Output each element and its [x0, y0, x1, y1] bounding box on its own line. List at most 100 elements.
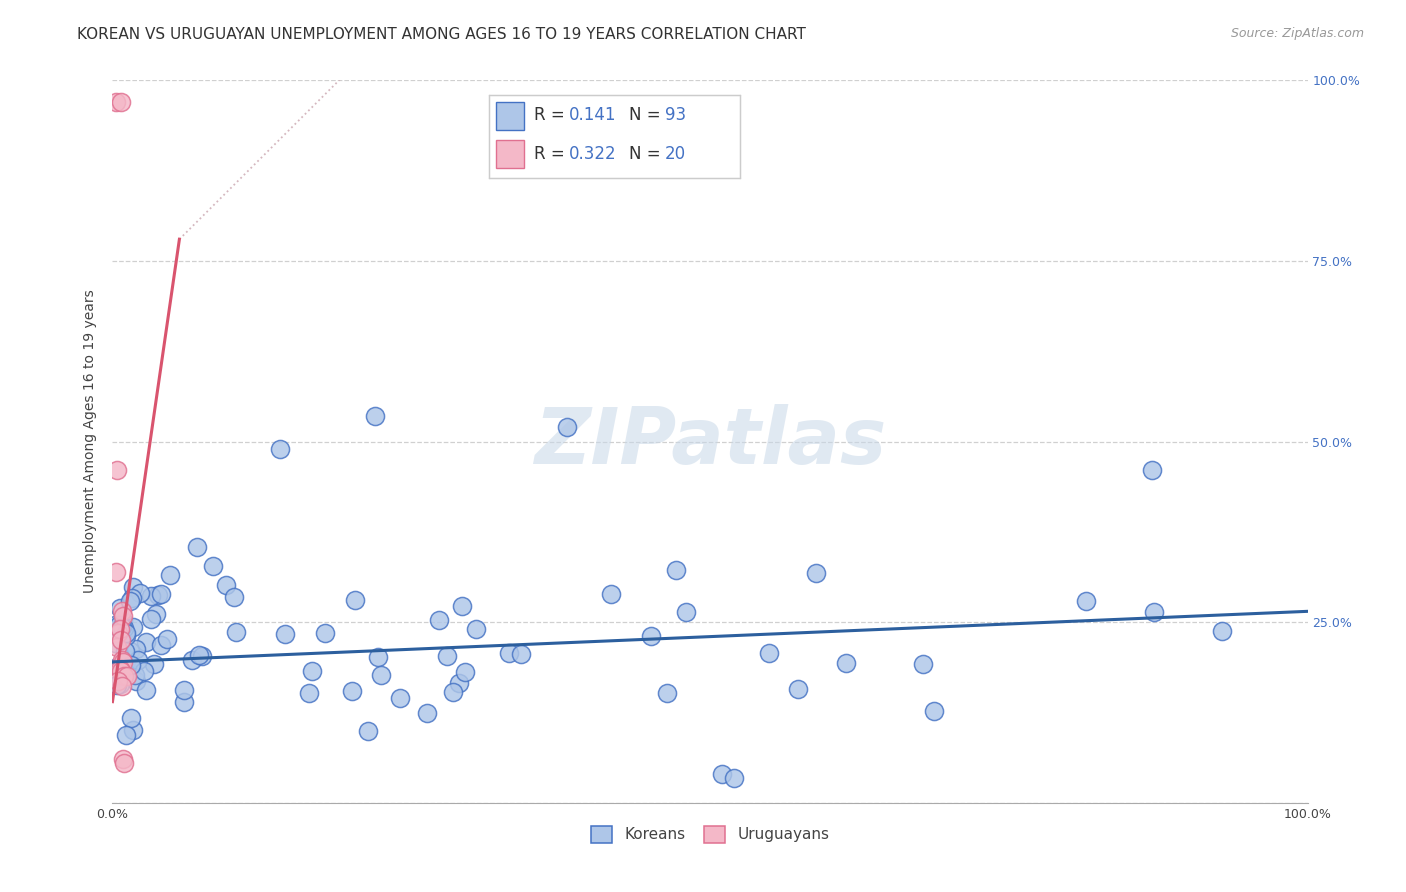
Point: [640, 630, 662, 644]
Point: [1074, 594, 1097, 608]
Point: [111, 679, 134, 693]
Point: [498, 646, 520, 660]
Point: [115, 629, 138, 643]
Point: [449, 676, 471, 690]
Point: [202, 559, 225, 574]
Point: [274, 626, 297, 640]
Point: [120, 594, 142, 608]
Point: [269, 442, 291, 456]
Point: [103, 636, 125, 650]
Point: [104, 618, 127, 632]
Point: [191, 648, 214, 663]
Point: [834, 656, 856, 670]
Point: [181, 653, 204, 667]
Point: [510, 647, 533, 661]
Point: [159, 568, 181, 582]
Point: [786, 682, 808, 697]
Point: [118, 657, 141, 671]
Point: [1211, 624, 1233, 638]
Point: [389, 690, 412, 705]
Point: [111, 633, 134, 648]
Point: [340, 684, 363, 698]
Point: [314, 625, 336, 640]
Point: [156, 632, 179, 647]
Point: [723, 771, 745, 785]
Point: [121, 591, 143, 605]
Point: [108, 662, 131, 676]
Point: [124, 668, 146, 682]
Point: [115, 625, 138, 640]
Legend: Koreans, Uruguayans: Koreans, Uruguayans: [585, 820, 835, 849]
Point: [555, 420, 578, 434]
Point: [912, 657, 935, 671]
Point: [150, 587, 173, 601]
Point: [103, 665, 125, 680]
Point: [600, 587, 623, 601]
Point: [110, 677, 132, 691]
Point: [107, 626, 129, 640]
Text: KOREAN VS URUGUAYAN UNEMPLOYMENT AMONG AGES 16 TO 19 YEARS CORRELATION CHART: KOREAN VS URUGUAYAN UNEMPLOYMENT AMONG A…: [77, 27, 806, 42]
Point: [1142, 463, 1164, 477]
Point: [173, 695, 195, 709]
Point: [115, 651, 138, 665]
Point: [173, 682, 195, 697]
Point: [127, 653, 149, 667]
Point: [186, 541, 208, 555]
Point: [120, 658, 142, 673]
Point: [367, 650, 389, 665]
Point: [105, 463, 128, 477]
Point: [112, 609, 135, 624]
Point: [416, 706, 439, 720]
Point: [922, 705, 945, 719]
Point: [112, 655, 135, 669]
Point: [665, 563, 688, 577]
Point: [114, 756, 135, 770]
Point: [111, 614, 134, 628]
Point: [215, 578, 238, 592]
Point: [225, 624, 247, 639]
Point: [139, 612, 162, 626]
Point: [111, 604, 134, 618]
Point: [112, 752, 135, 766]
Point: [105, 565, 128, 579]
Point: [122, 723, 145, 738]
Point: [110, 95, 132, 109]
Point: [108, 600, 131, 615]
Point: [125, 641, 148, 656]
Point: [370, 668, 392, 682]
Point: [188, 648, 211, 662]
Point: [115, 669, 138, 683]
Point: [121, 620, 143, 634]
Point: [222, 590, 245, 604]
Point: [108, 618, 131, 632]
Point: [105, 678, 128, 692]
Point: [427, 613, 450, 627]
Point: [129, 586, 152, 600]
Point: [454, 665, 477, 680]
Point: [675, 606, 697, 620]
Point: [441, 685, 464, 699]
Point: [301, 664, 323, 678]
Point: [124, 674, 146, 689]
Point: [120, 643, 142, 657]
Point: [298, 686, 321, 700]
Text: Source: ZipAtlas.com: Source: ZipAtlas.com: [1230, 27, 1364, 40]
Y-axis label: Unemployment Among Ages 16 to 19 years: Unemployment Among Ages 16 to 19 years: [83, 290, 97, 593]
Point: [114, 644, 136, 658]
Point: [120, 711, 142, 725]
Point: [344, 593, 367, 607]
Point: [711, 767, 734, 781]
Point: [364, 409, 387, 424]
Point: [145, 607, 167, 621]
Point: [108, 623, 131, 637]
Point: [134, 683, 156, 698]
Point: [107, 674, 129, 689]
Point: [111, 653, 134, 667]
Point: [115, 728, 138, 742]
Point: [804, 566, 827, 580]
Point: [114, 669, 135, 683]
Point: [150, 638, 173, 652]
Text: ZIPatlas: ZIPatlas: [534, 403, 886, 480]
Point: [105, 640, 128, 655]
Point: [122, 581, 145, 595]
